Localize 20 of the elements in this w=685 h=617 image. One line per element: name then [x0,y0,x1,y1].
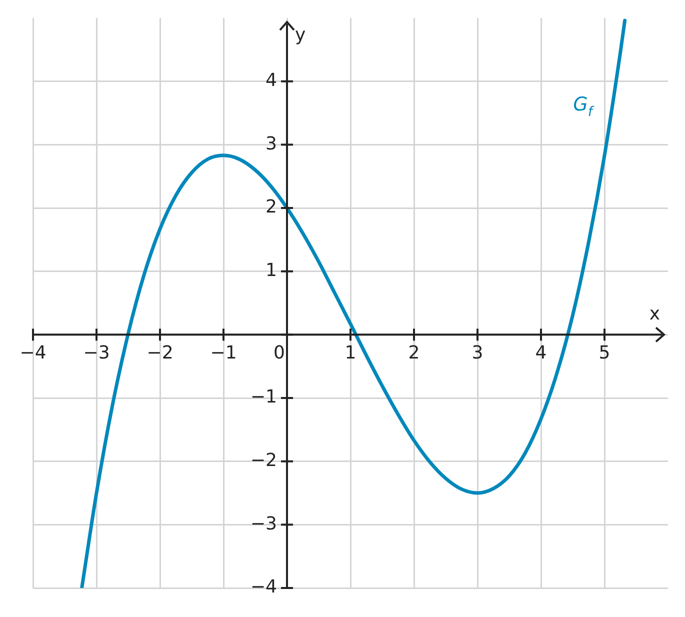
x-tick-label: 4 [535,342,547,364]
x-tick-label: −2 [146,342,174,364]
y-tick-label: −1 [250,386,277,408]
x-tick-label: 5 [598,342,610,364]
y-tick-label: 4 [266,70,277,92]
x-tick-label: −3 [83,342,110,364]
x-tick-label: 0 [274,342,285,364]
y-tick-label: −2 [250,450,277,472]
y-tick-label: 3 [266,133,277,154]
x-tick-label: 2 [408,342,420,364]
y-axis-title: y [295,24,306,46]
y-tick-label: 1 [266,260,277,282]
x-axis-title: x [649,303,660,324]
x-tick-label: 1 [344,342,356,364]
y-tick-label: −3 [250,513,277,534]
y-tick-label: −4 [250,576,277,598]
x-tick-label: −1 [210,342,237,364]
x-tick-label: 3 [472,342,484,364]
x-tick-label: −4 [20,342,46,364]
y-tick-label: 2 [266,196,277,218]
